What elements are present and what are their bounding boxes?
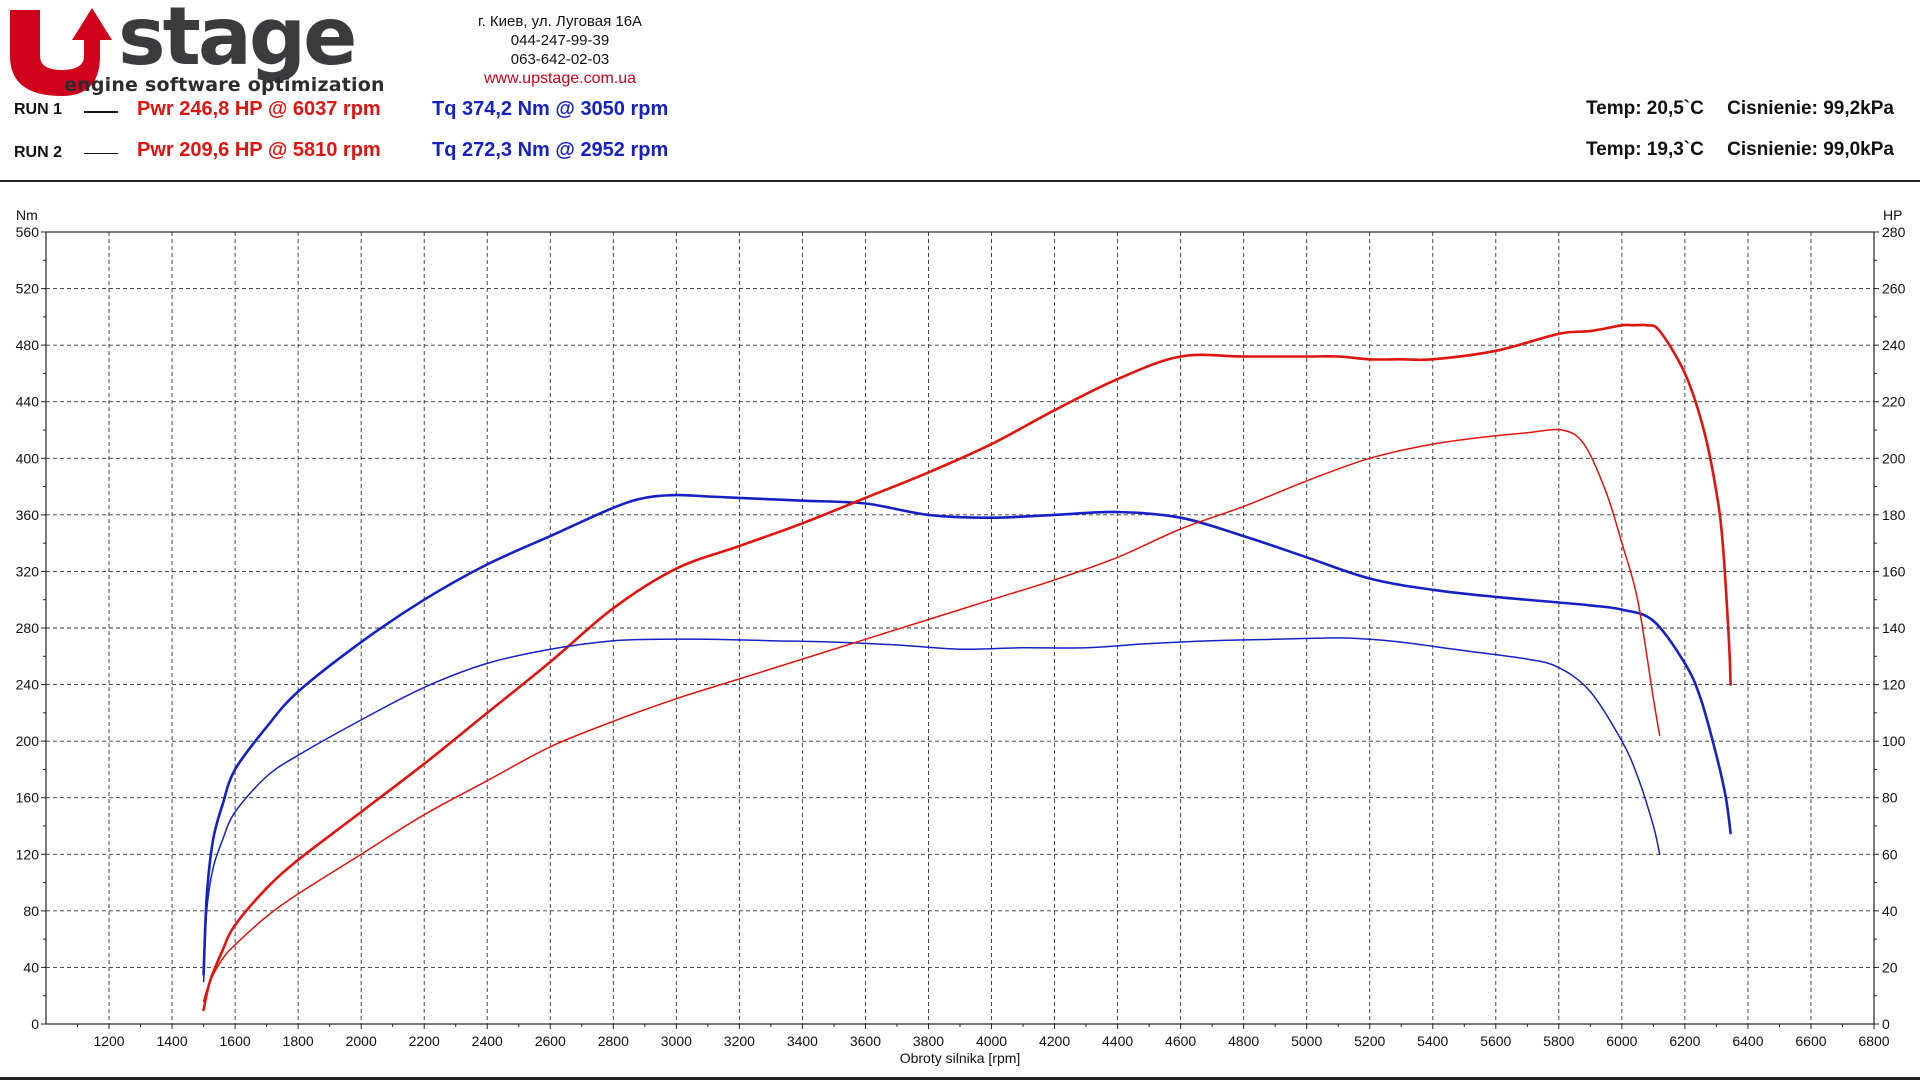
logo-u-arrow-icon <box>10 8 112 96</box>
y-left-tick-label: 200 <box>16 733 40 749</box>
x-tick-label: 1600 <box>220 1033 251 1049</box>
logo-tagline: engine software optimization <box>64 74 385 96</box>
address-text: г. Киев, ул. Луговая 16А <box>477 13 643 30</box>
x-tick-label: 6200 <box>1669 1033 1700 1049</box>
x-tick-label: 2400 <box>472 1033 503 1049</box>
y-right-tick-label: 160 <box>1882 563 1906 579</box>
x-tick-label: 2600 <box>535 1033 566 1049</box>
run-1-pressure: Cisnienie: 99,2kPa <box>1727 98 1894 119</box>
chart-axes: 1200 1400 1600 1800 2000 2200 2400 2600 2800 3000… <box>16 224 1906 1049</box>
x-tick-label: 5800 <box>1543 1033 1574 1049</box>
y-left-tick-label: 480 <box>16 337 40 353</box>
x-tick-label: 3200 <box>724 1033 755 1049</box>
run-1-summary: RUN 1 Pwr 246,8 HP @ 6037 rpm Tq 374,2 N… <box>0 98 1920 126</box>
y-left-tick-label: 440 <box>16 394 40 410</box>
y-right-tick-label: 20 <box>1882 959 1898 975</box>
y-right-tick-label: 280 <box>1882 224 1906 240</box>
dyno-chart: 1200 1400 1600 1800 2000 2200 2400 2600 2800 3000… <box>16 207 1906 1066</box>
x-tick-label: 6600 <box>1795 1033 1826 1049</box>
y-right-tick-label: 260 <box>1882 281 1906 297</box>
run-2-line-legend <box>84 153 118 154</box>
x-tick-label: 6000 <box>1606 1033 1637 1049</box>
run-2-torque: Tq 272,3 Nm @ 2952 rpm <box>432 139 669 161</box>
x-tick-label: 4600 <box>1165 1033 1196 1049</box>
x-tick-label: 6800 <box>1858 1033 1889 1049</box>
x-tick-label: 4800 <box>1228 1033 1259 1049</box>
run-1-power: Pwr 246,8 HP @ 6037 rpm <box>137 98 381 120</box>
x-tick-label: 1800 <box>283 1033 314 1049</box>
y-right-tick-label: 240 <box>1882 337 1906 353</box>
y-left-tick-label: 240 <box>16 677 40 693</box>
y-left-tick-label: 160 <box>16 790 40 806</box>
x-tick-label: 1200 <box>93 1033 124 1049</box>
logo-wordmark: stage <box>118 0 357 83</box>
run-1-torque: Tq 374,2 Nm @ 3050 rpm <box>432 98 669 120</box>
x-tick-label: 3600 <box>850 1033 881 1049</box>
y-left-tick-label: 280 <box>16 620 40 636</box>
dyno-chart-frame: 1200 1400 1600 1800 2000 2200 2400 2600 2800 3000… <box>0 180 1920 1080</box>
run-2-summary: RUN 2 Pwr 209,6 HP @ 5810 rpm Tq 272,3 N… <box>0 139 1920 167</box>
run-2-temp: Temp: 19,3`C <box>1585 139 1704 160</box>
x-tick-label: 5000 <box>1291 1033 1322 1049</box>
x-tick-label: 1400 <box>156 1033 187 1049</box>
run-1-line-legend <box>84 111 118 113</box>
x-tick-label: 2000 <box>346 1033 377 1049</box>
y-left-tick-label: 400 <box>16 450 40 466</box>
phone-2: 063-642-02-03 <box>510 51 610 68</box>
y-axis-left-label: Nm <box>16 207 38 223</box>
run-2-power-curve <box>202 428 1661 1003</box>
run-2-environment: Temp: 19,3`C Cisnienie: 99,0kPa <box>1586 139 1894 161</box>
phone-1: 044-247-99-39 <box>510 32 610 49</box>
y-left-tick-label: 360 <box>16 507 40 523</box>
y-left-tick-label: 120 <box>16 846 40 862</box>
x-tick-label: 4400 <box>1102 1033 1133 1049</box>
x-tick-label: 5600 <box>1480 1033 1511 1049</box>
y-left-tick-label: 520 <box>16 281 40 297</box>
x-tick-label: 2200 <box>409 1033 440 1049</box>
y-right-tick-label: 120 <box>1882 677 1906 693</box>
y-right-tick-label: 220 <box>1882 394 1906 410</box>
y-left-tick-label: 40 <box>23 959 39 975</box>
x-tick-label: 5200 <box>1354 1033 1385 1049</box>
y-left-tick-label: 0 <box>31 1016 39 1032</box>
y-right-tick-label: 80 <box>1882 790 1898 806</box>
x-tick-label: 4000 <box>976 1033 1007 1049</box>
x-axis-label: Obroty silnika [rpm] <box>900 1050 1021 1066</box>
run-2-pressure: Cisnienie: 99,0kPa <box>1727 139 1894 160</box>
x-tick-label: 5400 <box>1417 1033 1448 1049</box>
contact-block: г. Киев, ул. Луговая 16А 044-247-99-39 0… <box>440 12 680 88</box>
run-1-label: RUN 1 <box>14 101 63 118</box>
run-1-torque-curve <box>202 493 1732 976</box>
x-tick-label: 4200 <box>1039 1033 1070 1049</box>
x-tick-label: 6400 <box>1732 1033 1763 1049</box>
run-1-environment: Temp: 20,5`C Cisnienie: 99,2kPa <box>1586 98 1894 120</box>
y-right-tick-label: 60 <box>1882 846 1898 862</box>
y-right-tick-label: 180 <box>1882 507 1906 523</box>
y-left-tick-label: 80 <box>23 903 39 919</box>
run-2-power: Pwr 209,6 HP @ 5810 rpm <box>137 139 381 161</box>
run-2-torque-curve <box>202 637 1661 983</box>
y-right-tick-label: 100 <box>1882 733 1906 749</box>
y-left-tick-label: 320 <box>16 563 40 579</box>
run-2-label: RUN 2 <box>14 144 63 161</box>
x-tick-label: 2800 <box>598 1033 629 1049</box>
x-tick-label: 3000 <box>661 1033 692 1049</box>
chart-grid <box>46 232 1875 1024</box>
x-tick-label: 3800 <box>913 1033 944 1049</box>
website-link[interactable]: www.upstage.com.ua <box>483 70 637 87</box>
y-right-tick-label: 40 <box>1882 903 1898 919</box>
chart-series <box>202 323 1732 1012</box>
y-right-tick-label: 0 <box>1882 1016 1890 1032</box>
y-right-tick-label: 140 <box>1882 620 1906 636</box>
upstage-logo: stage engine software optimization <box>6 0 406 96</box>
y-right-tick-label: 200 <box>1882 450 1906 466</box>
y-axis-right-label: HP <box>1883 207 1902 223</box>
x-tick-label: 3400 <box>787 1033 818 1049</box>
run-1-power-curve <box>202 323 1732 1012</box>
run-1-temp: Temp: 20,5`C <box>1585 98 1704 119</box>
y-left-tick-label: 560 <box>16 224 40 240</box>
